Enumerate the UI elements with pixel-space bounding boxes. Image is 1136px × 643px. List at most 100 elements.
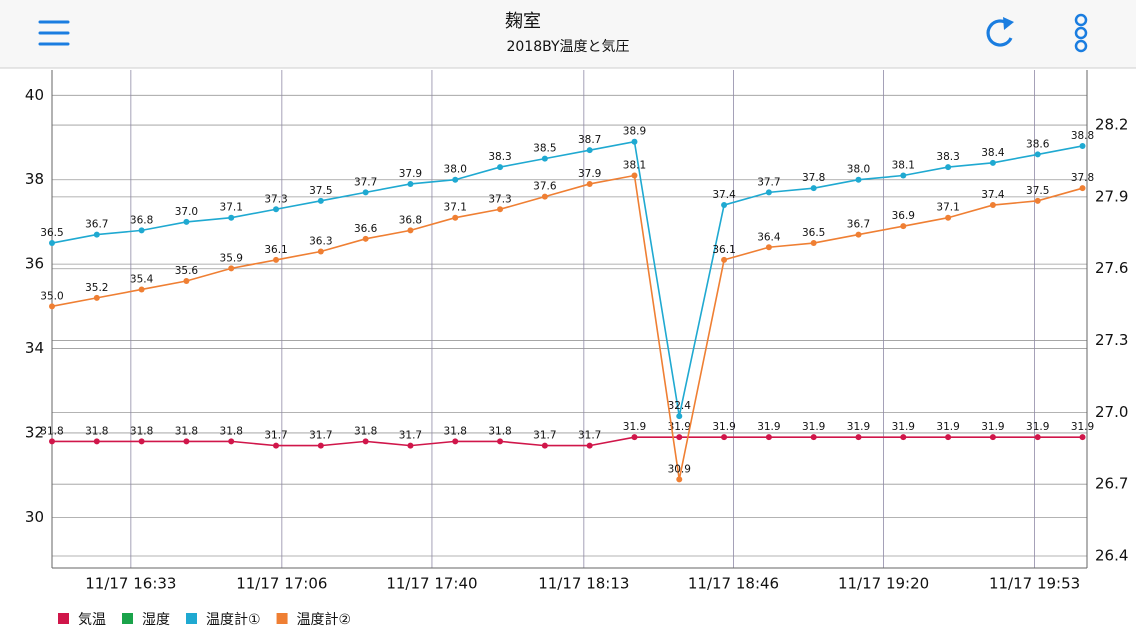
data-point <box>138 438 145 445</box>
data-label: 37.7 <box>757 176 780 188</box>
y-tick-label: 34 <box>25 339 44 357</box>
data-label: 31.8 <box>354 425 377 437</box>
data-label: 36.8 <box>130 214 153 226</box>
data-label: 38.6 <box>1026 138 1050 150</box>
series-line <box>51 174 1083 480</box>
data-point <box>855 434 862 441</box>
data-label: 38.1 <box>623 160 646 172</box>
data-label: 38.3 <box>936 151 959 163</box>
data-point <box>362 235 369 242</box>
data-point <box>497 438 504 445</box>
y2-tick-label: 26.4 <box>1095 547 1128 565</box>
data-point <box>1079 142 1086 149</box>
data-point <box>138 286 145 293</box>
data-point <box>452 438 459 445</box>
data-point <box>989 434 996 441</box>
data-label: 30.9 <box>668 463 691 475</box>
data-point <box>93 438 100 445</box>
data-point <box>676 434 683 441</box>
data-label: 37.3 <box>264 193 287 205</box>
data-label: 38.7 <box>578 134 601 146</box>
data-label: 31.9 <box>892 421 915 433</box>
data-point <box>541 155 548 162</box>
data-label: 31.9 <box>847 421 870 433</box>
data-point <box>497 164 504 171</box>
data-point <box>586 180 593 187</box>
data-label: 31.9 <box>936 421 959 433</box>
data-point <box>452 214 459 221</box>
data-label: 31.9 <box>1026 421 1049 433</box>
x-tick-label: 11/17 18:13 <box>538 575 629 593</box>
data-label: 37.9 <box>578 168 601 180</box>
data-label: 31.7 <box>399 430 422 442</box>
data-point <box>855 176 862 183</box>
data-point <box>497 206 504 213</box>
data-label: 35.4 <box>130 273 154 285</box>
data-label: 36.1 <box>264 244 287 256</box>
data-label: 36.4 <box>757 231 781 243</box>
data-label: 37.9 <box>399 168 422 180</box>
data-point <box>49 240 55 247</box>
data-label: 38.0 <box>444 164 467 176</box>
data-point <box>317 442 324 449</box>
data-label: 38.1 <box>892 160 915 172</box>
data-label: 32.4 <box>668 400 692 412</box>
data-point <box>676 413 683 420</box>
data-label: 31.7 <box>533 430 556 442</box>
data-point <box>765 434 772 441</box>
data-point <box>317 197 324 204</box>
x-tick-label: 11/17 17:40 <box>386 575 477 593</box>
y-tick-label: 40 <box>25 86 44 104</box>
data-point <box>362 438 369 445</box>
data-point <box>989 159 996 166</box>
legend-label: 気温 <box>78 612 106 628</box>
data-label: 37.8 <box>802 172 825 184</box>
data-label: 35.6 <box>175 265 199 277</box>
data-label: 35.9 <box>220 252 243 264</box>
x-tick-label: 11/17 18:46 <box>688 575 779 593</box>
data-label: 37.3 <box>488 193 511 205</box>
y-tick-label: 38 <box>25 170 44 188</box>
y2-tick-label: 27.6 <box>1095 259 1128 277</box>
data-point <box>676 476 683 483</box>
data-label: 36.1 <box>712 244 735 256</box>
data-point <box>273 442 280 449</box>
y2-tick-label: 26.7 <box>1095 475 1128 493</box>
data-label: 37.0 <box>175 206 198 218</box>
data-label: 37.5 <box>309 185 332 197</box>
app-subtitle: 2018BY温度と気圧 <box>506 39 629 55</box>
data-point <box>721 434 728 441</box>
more-button[interactable] <box>1074 13 1088 53</box>
data-label: 31.8 <box>85 425 108 437</box>
data-point <box>541 193 548 200</box>
data-point <box>452 176 459 183</box>
refresh-button[interactable] <box>986 17 1014 47</box>
data-point <box>228 265 235 272</box>
data-label: 31.9 <box>757 421 780 433</box>
x-tick-label: 11/17 19:20 <box>838 575 929 593</box>
data-label: 38.5 <box>533 143 556 155</box>
data-point <box>273 256 280 263</box>
data-point <box>407 180 414 187</box>
data-point <box>855 231 862 238</box>
legend-swatch <box>122 613 133 624</box>
data-label: 31.9 <box>981 421 1004 433</box>
data-label: 31.7 <box>309 430 332 442</box>
data-label: 36.7 <box>85 219 108 231</box>
data-point <box>945 214 952 221</box>
data-label: 31.8 <box>40 425 63 437</box>
x-tick-label: 11/17 16:33 <box>85 575 176 593</box>
menu-button[interactable] <box>38 20 70 46</box>
data-point <box>810 185 817 192</box>
data-point <box>407 442 414 449</box>
data-label: 38.3 <box>488 151 511 163</box>
data-point <box>765 189 772 196</box>
data-point <box>228 438 235 445</box>
y2-tick-label: 27.3 <box>1095 331 1128 349</box>
series-line <box>52 436 1083 447</box>
data-label: 36.6 <box>354 223 378 235</box>
data-point <box>765 244 772 251</box>
legend-swatch <box>186 613 197 624</box>
data-point <box>138 227 145 234</box>
